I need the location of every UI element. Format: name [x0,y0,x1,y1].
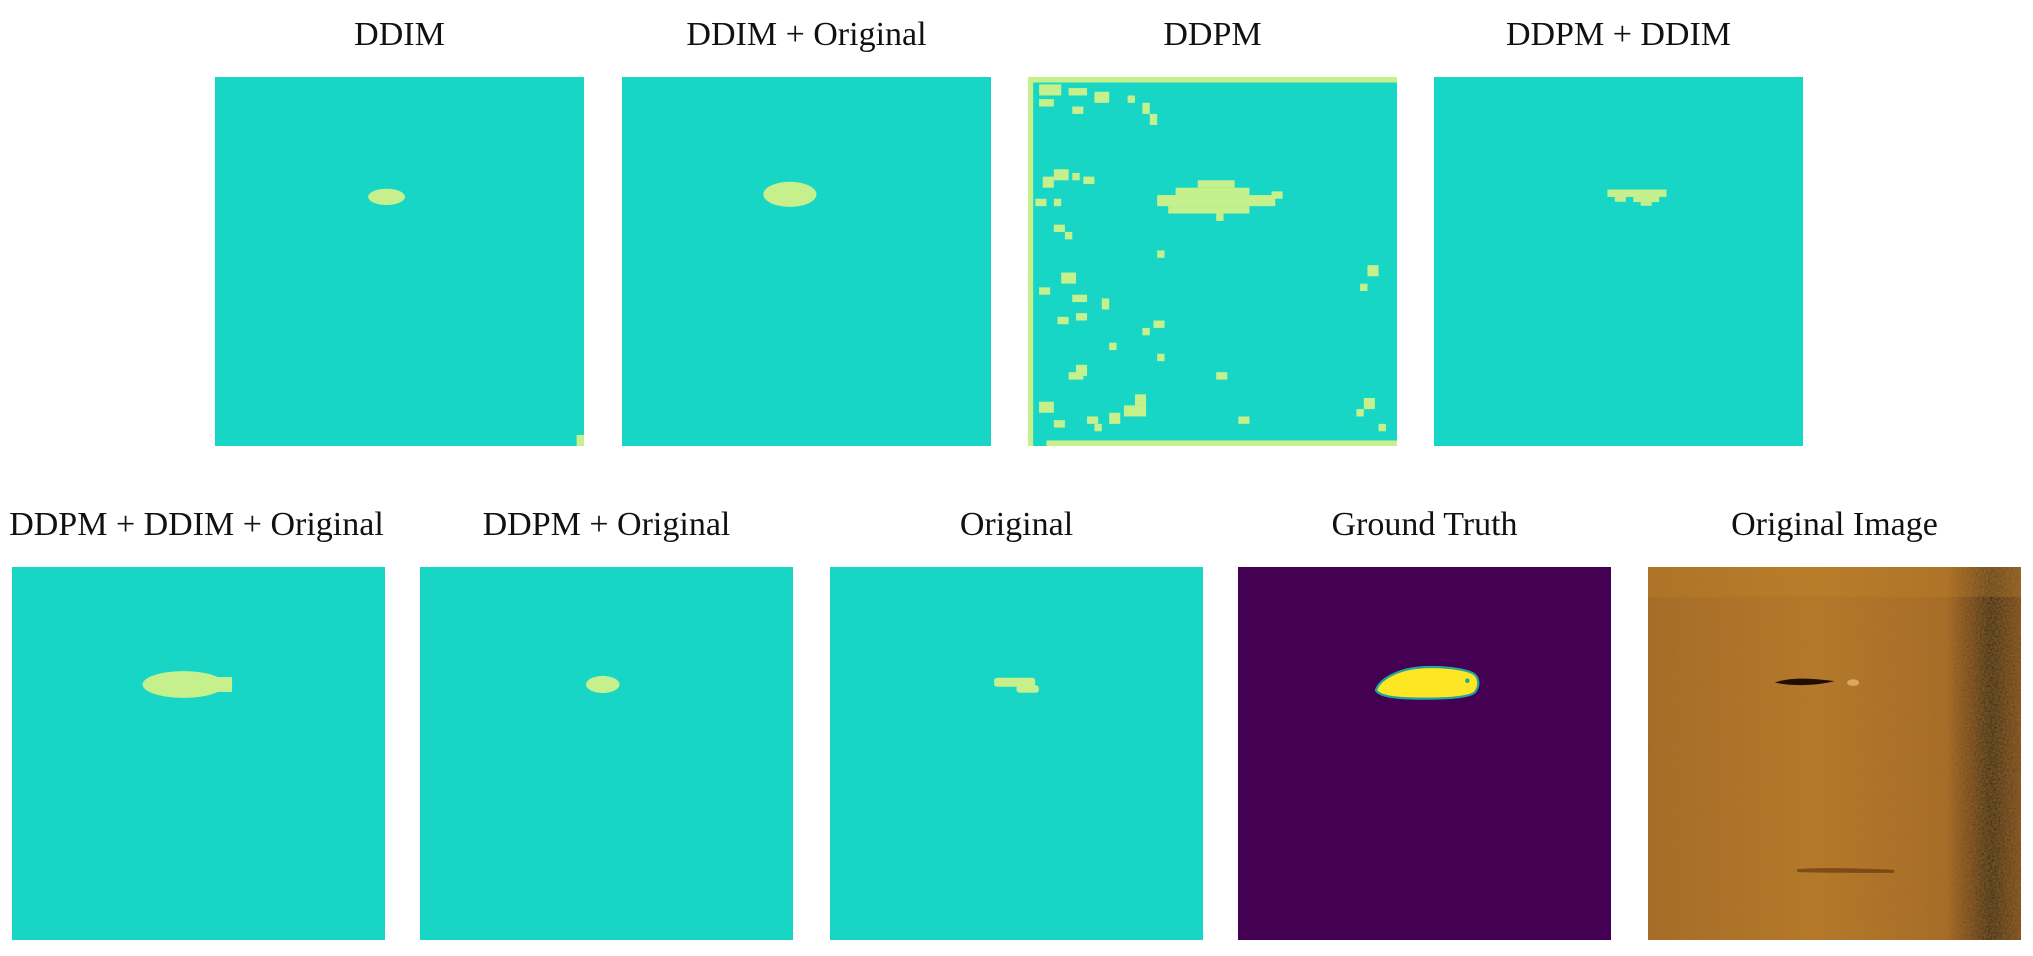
panel-title: DDIM + Original [686,16,927,53]
segmentation-mask-image [1028,77,1397,446]
panel-title: Ground Truth [1331,506,1518,543]
segmentation-mask-image [420,567,793,940]
panel-ddim: DDIM [215,0,584,446]
segmentation-mask-image [830,567,1203,940]
ground-truth-mask-image [1238,567,1611,940]
panel-ddpm-original: DDPM + Original [420,490,793,940]
panel-ddim-original: DDIM + Original [622,0,991,446]
panel-title: DDPM + DDIM [1505,16,1732,53]
panel-title: Original [959,506,1074,543]
segmentation-mask-image [215,77,584,446]
panel-title: DDPM [1163,16,1262,53]
panel-ddpm-ddim: DDPM + DDIM [1434,0,1803,446]
panel-ddpm-ddim-original: DDPM + DDIM + Original [8,490,385,940]
panel-title: DDPM + DDIM + Original [9,506,384,543]
panel-title: DDIM [354,16,445,53]
panel-ground-truth: Ground Truth [1238,490,1611,940]
segmentation-mask-image [622,77,991,446]
panel-title: DDPM + Original [482,506,731,543]
sonar-image [1648,567,2021,940]
panel-ddpm: DDPM [1028,0,1397,446]
segmentation-mask-image [1434,77,1803,446]
panel-original-image: Original Image [1648,490,2021,940]
panel-original: Original [830,490,1203,940]
panel-title: Original Image [1731,506,1938,543]
segmentation-mask-image [12,567,385,940]
